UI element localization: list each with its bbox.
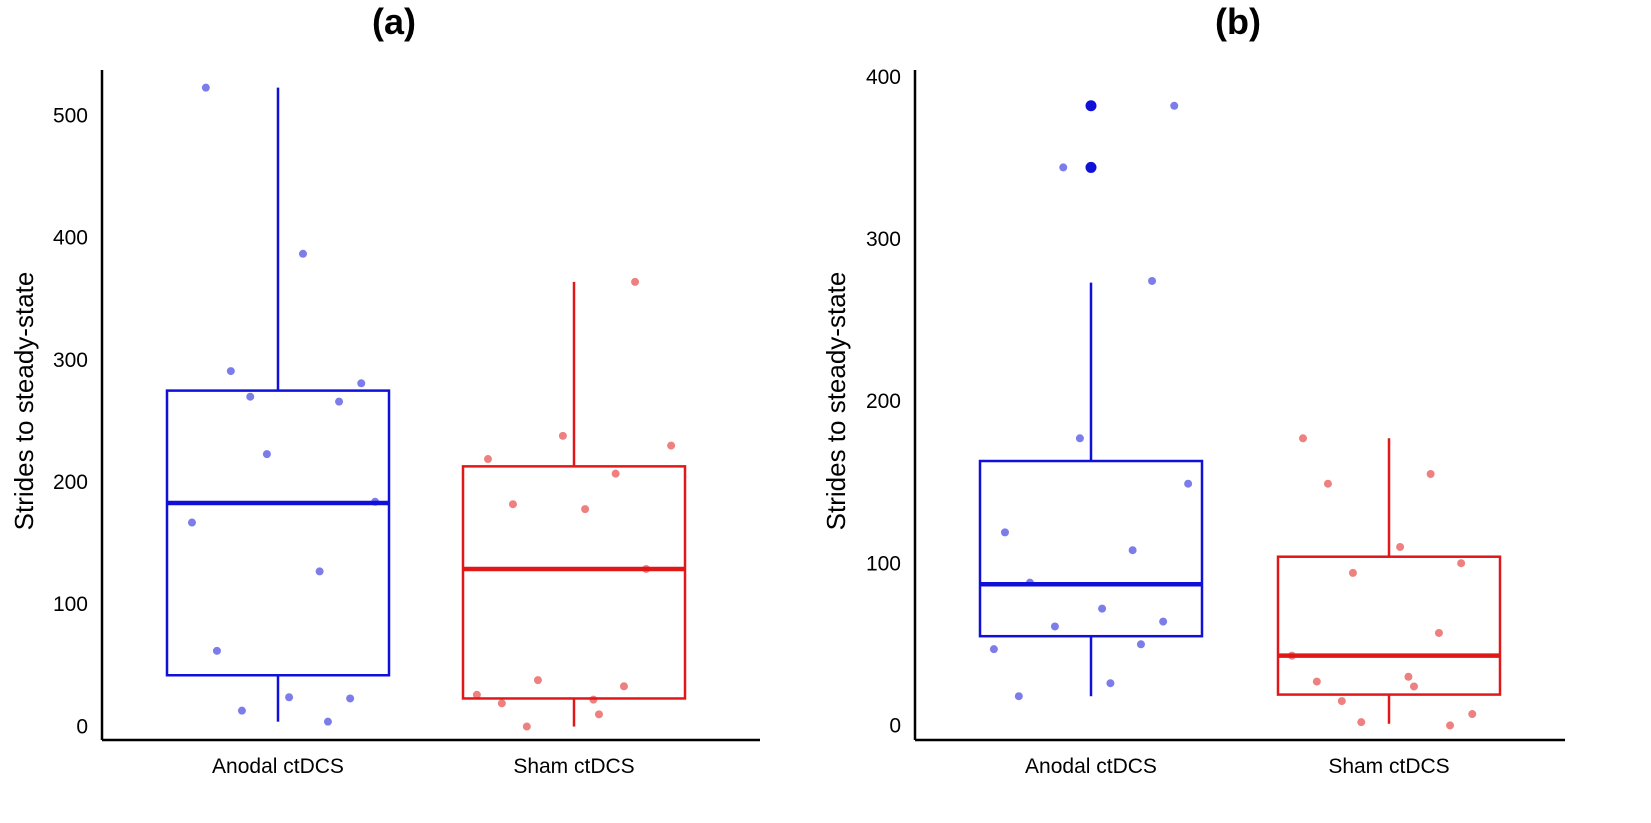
data-point [1357, 718, 1366, 727]
panel-b-x-tick-label: Sham ctDCS [1328, 755, 1449, 778]
data-point [298, 249, 307, 258]
data-point [581, 505, 590, 514]
data-point [1075, 434, 1084, 443]
data-point [246, 392, 255, 401]
y-tick-label: 300 [866, 228, 901, 251]
data-point [187, 518, 196, 527]
panel-b-x-tick-label: Anodal ctDCS [1025, 755, 1157, 778]
panel-a-x-tick-label: Anodal ctDCS [212, 755, 344, 778]
data-point [611, 469, 620, 478]
data-point [508, 500, 517, 509]
data-point [1184, 479, 1193, 488]
data-point [237, 706, 246, 715]
data-point [1446, 721, 1455, 730]
data-point [1000, 528, 1009, 537]
y-tick-label: 0 [76, 715, 88, 738]
data-point [497, 699, 506, 708]
data-point [1404, 672, 1413, 681]
data-point [1434, 628, 1443, 637]
data-point [1025, 578, 1034, 587]
data-point [1050, 622, 1059, 631]
panel-a-x-tick-label: Sham ctDCS [513, 755, 634, 778]
data-point [631, 277, 640, 286]
y-tick-label: 200 [53, 471, 88, 494]
y-tick-label: 500 [53, 105, 88, 128]
y-tick-label: 100 [53, 593, 88, 616]
data-point [1426, 469, 1435, 478]
data-point [335, 397, 344, 406]
data-point [558, 431, 567, 440]
data-point [1159, 617, 1168, 626]
panel-b-title: (b) [1215, 1, 1261, 42]
data-point [357, 379, 366, 388]
data-point [989, 645, 998, 654]
data-point [1457, 559, 1466, 568]
data-point [1170, 101, 1179, 110]
y-tick-label: 400 [53, 227, 88, 250]
data-point [285, 693, 294, 702]
panel-b: (b) Strides to steady-state Anodal ctDCS… [821, 1, 1565, 778]
data-point [1128, 546, 1137, 555]
panel-a-title: (a) [372, 1, 416, 42]
data-point [594, 710, 603, 719]
data-point [201, 83, 210, 92]
data-point [667, 441, 676, 450]
data-point [212, 646, 221, 655]
data-point [226, 367, 235, 376]
data-point [1312, 677, 1321, 686]
y-tick-label: 200 [866, 390, 901, 413]
data-point [1098, 604, 1107, 613]
data-point [522, 722, 531, 731]
data-point [1106, 679, 1115, 688]
data-point [619, 682, 628, 691]
data-point [483, 455, 492, 464]
data-point [1409, 682, 1418, 691]
box-iqr [165, 389, 391, 677]
box-iqr [978, 459, 1204, 638]
data-point [262, 450, 271, 459]
data-point [1468, 710, 1477, 719]
y-tick-label: 400 [866, 66, 901, 89]
data-point [1298, 434, 1307, 443]
data-point [1287, 651, 1296, 660]
y-tick-label: 100 [866, 552, 901, 575]
data-point [1348, 568, 1357, 577]
y-tick-label: 300 [53, 349, 88, 372]
data-point [472, 690, 481, 699]
panel-b-y-axis-label: Strides to steady-state [821, 272, 851, 531]
data-point [1337, 697, 1346, 706]
data-point [589, 695, 598, 704]
data-point [371, 497, 380, 506]
data-point [1148, 276, 1157, 285]
panel-a-y-axis-label: Strides to steady-state [9, 272, 39, 531]
data-point [323, 717, 332, 726]
data-point [346, 694, 355, 703]
data-point [1014, 692, 1023, 701]
y-tick-label: 0 [889, 715, 901, 738]
data-point [642, 564, 651, 573]
data-point [315, 567, 324, 576]
data-point [1323, 479, 1332, 488]
outlier-point [1085, 161, 1097, 173]
box-iqr [1276, 555, 1502, 696]
panel-a: (a) Strides to steady-state Anodal ctDCS… [9, 1, 760, 778]
data-point [1059, 163, 1068, 172]
outlier-point [1085, 100, 1097, 112]
data-point [1396, 542, 1405, 551]
data-point [1136, 640, 1145, 649]
data-point [533, 676, 542, 685]
box-iqr [461, 465, 687, 700]
